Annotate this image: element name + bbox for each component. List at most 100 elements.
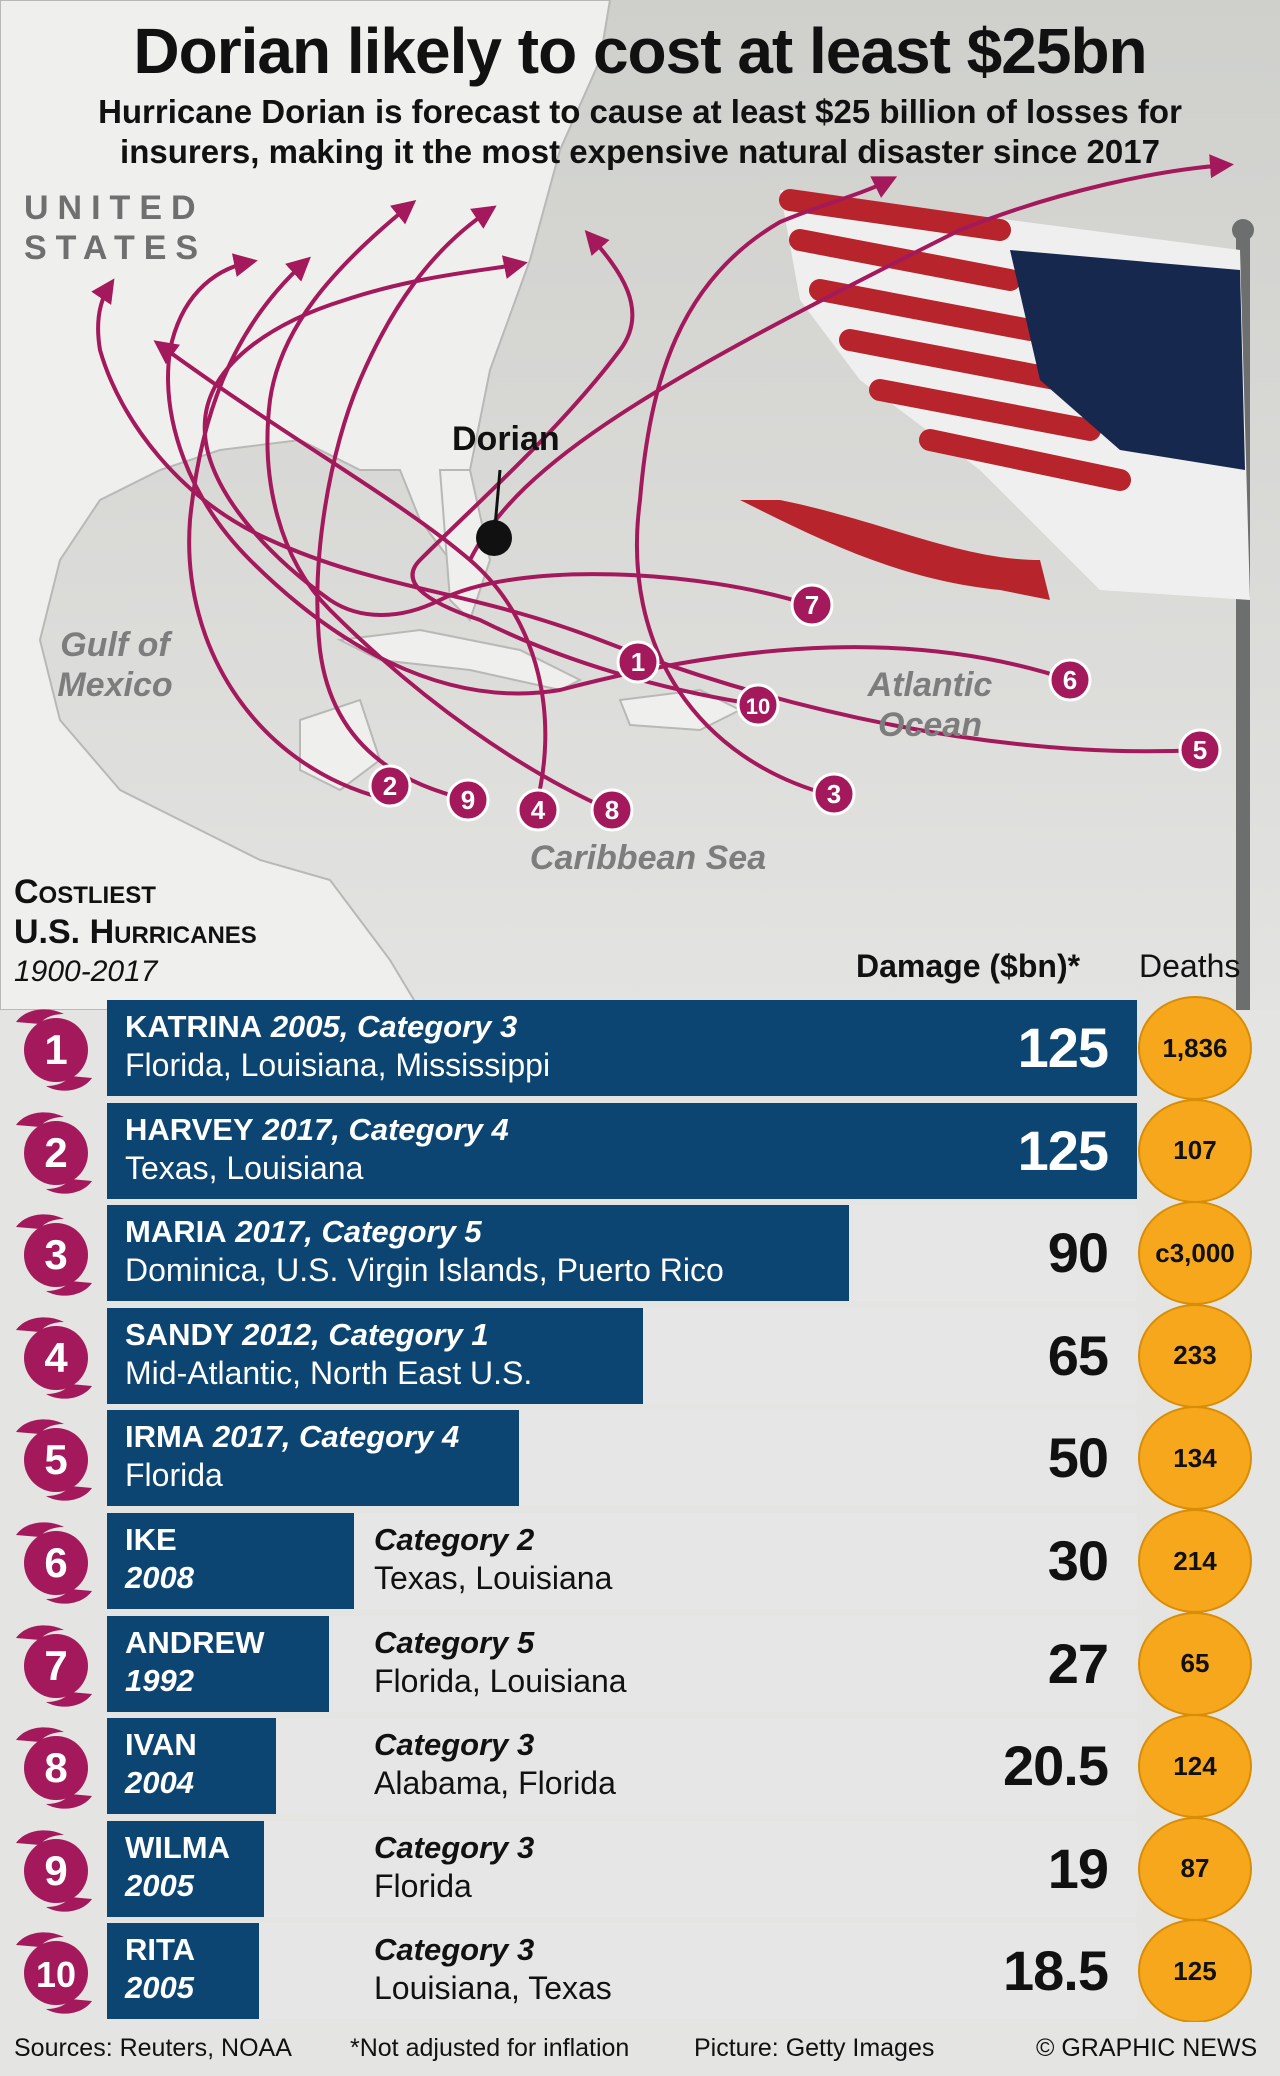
footer-copyright: © GRAPHIC NEWS [1036, 2034, 1258, 2062]
track-number-2: 2 [368, 764, 412, 808]
deaths-badge: 65 [1138, 1611, 1252, 1716]
hurricane-category: Category 4 [299, 1419, 460, 1455]
hurricane-row: 3 Maria 2017, Category 5 Dominica, U.S. Vi… [0, 1201, 1280, 1307]
hurricane-category: Category 5 [321, 1214, 482, 1250]
hurricane-row: 6 Ike 2008 Category 2 Texas, Louisiana 30 214 [0, 1509, 1280, 1615]
hurricane-name: Irma [125, 1419, 205, 1455]
hurricane-year: 2005 [270, 1009, 340, 1044]
map-label-caribbean-sea: Caribbean Sea [529, 839, 767, 877]
hurricane-title: Sandy 2012, Category 1 [125, 1316, 489, 1352]
hurricane-areas: Louisiana, Texas [374, 1970, 612, 2007]
section-title-line-2: U.S. Hurricanes [14, 913, 257, 951]
rank-hurricane-icon: 4 [16, 1317, 92, 1399]
hurricane-category: Category 3 [374, 1829, 535, 1865]
rank-hurricane-icon: 10 [16, 1932, 92, 2015]
hurricane-name: Ike [125, 1522, 177, 1557]
hurricane-areas: Texas, Louisiana [374, 1560, 613, 1596]
rank-hurricane-icon: 5 [16, 1419, 92, 1502]
damage-value-label: 125 [1017, 1016, 1109, 1079]
damage-value-label: 90 [1047, 1221, 1109, 1285]
deaths-value: 107 [1173, 1135, 1217, 1166]
track-number-4: 4 [516, 788, 560, 832]
damage-bar-track [107, 1820, 1137, 1917]
hurricane-year: 2017 [262, 1111, 332, 1147]
hurricane-row: 9 Wilma 2005 Category 3 Florida 19 87 [0, 1816, 1280, 1923]
track-number-label: 7 [805, 590, 819, 620]
damage-bar-track [107, 1307, 1137, 1404]
damage-bar-track [107, 1615, 1137, 1712]
chart-subtitle: Hurricane Dorian is forecast to cause at… [30, 92, 1250, 172]
damage-bar-track [107, 1923, 1137, 2020]
hurricane-areas: Florida, Louisiana [374, 1662, 627, 1699]
track-number-label: 1 [631, 647, 645, 677]
land-cuba [336, 628, 583, 692]
track-number-label: 10 [746, 694, 770, 719]
hurricane-name: Wilma [125, 1829, 231, 1865]
rank-number: 2 [44, 1129, 67, 1176]
hurricane-areas: Dominica, U.S. Virgin Islands, Puerto Ri… [125, 1252, 724, 1289]
hurricane-year: 2004 [125, 1765, 194, 1801]
track-number-label: 2 [383, 771, 397, 801]
damage-bar [107, 1820, 264, 1917]
hurricane-name: Ivan [125, 1727, 197, 1763]
damage-value-label: 19 [1047, 1836, 1109, 1900]
damage-bar-track [107, 1000, 1137, 1096]
hurricane-year: 2017 [212, 1419, 282, 1455]
deaths-value: 65 [1180, 1648, 1210, 1679]
hurricane-year: 2008 [125, 1560, 194, 1595]
map-label-united: UNITED [24, 189, 205, 227]
track-number-1: 1 [616, 640, 660, 684]
deaths-badge: 125 [1138, 1919, 1252, 2024]
deaths-badge: 233 [1138, 1303, 1252, 1408]
hurricane-category: Category 2 [374, 1522, 535, 1557]
track-number-7: 7 [790, 583, 834, 627]
section-title: Costliest U.S. Hurricanes [14, 872, 257, 952]
rank-number: 10 [36, 1954, 76, 1995]
hurricane-name: Rita [125, 1932, 196, 1968]
damage-bar [107, 1410, 519, 1507]
rank-number: 8 [44, 1744, 67, 1791]
rank-number: 9 [44, 1847, 67, 1894]
deaths-value: 233 [1173, 1340, 1217, 1371]
damage-bar [107, 1000, 1137, 1096]
damage-value-label: 125 [1017, 1118, 1109, 1182]
damage-bar [107, 1923, 259, 2020]
deaths-badge: 134 [1138, 1406, 1252, 1511]
damage-value-label: 50 [1047, 1426, 1109, 1490]
chart-title: Dorian likely to cost at least $25bn [133, 15, 1147, 87]
deaths-badge: 124 [1138, 1714, 1252, 1819]
map-label-united-states: UNITED STATES [24, 188, 207, 268]
track-number-5: 5 [1178, 728, 1222, 772]
hurricane-name: Andrew [125, 1624, 265, 1660]
hurricane-category: Category 3 [357, 1009, 518, 1044]
map-label-mexico: Mexico [57, 666, 173, 704]
section-title-line-1: Costliest [14, 873, 156, 911]
hurricane-name: Maria [125, 1214, 227, 1250]
deaths-column-header: Deaths [1139, 948, 1241, 984]
hurricane-year: 2012 [242, 1316, 312, 1352]
track-number-label: 6 [1063, 665, 1077, 695]
track-number-8: 8 [590, 788, 634, 832]
damage-value-label: 30 [1047, 1529, 1109, 1592]
rank-hurricane-icon: 9 [16, 1830, 92, 1912]
rank-hurricane-icon: 2 [16, 1111, 92, 1194]
map-label-dorian: Dorian [452, 420, 560, 458]
rank-number: 3 [44, 1231, 67, 1278]
hurricane-category: Category 4 [348, 1111, 509, 1147]
damage-bar [107, 1615, 329, 1712]
footer: Sources: Reuters, NOAA *Not adjusted for… [0, 2022, 1280, 2076]
map-label-ocean: Ocean [878, 706, 982, 744]
subtitle-line-2: insurers, making it the most expensive n… [120, 133, 1160, 170]
hurricane-row: 1 Katrina 2005, Category 3 Florida, Louisi… [0, 996, 1280, 1102]
hurricane-category: Category 5 [374, 1624, 535, 1660]
track-number-10: 10 [736, 683, 780, 727]
rank-number: 6 [44, 1539, 67, 1586]
damage-bar [107, 1718, 276, 1815]
hurricane-title: Maria 2017, Category 5 [125, 1214, 482, 1250]
rank-hurricane-icon: 3 [16, 1214, 92, 1296]
hurricane-name: Katrina [125, 1009, 263, 1044]
damage-bar-track [107, 1410, 1137, 1507]
damage-bar-track [107, 1102, 1137, 1199]
deaths-value: 1,836 [1162, 1032, 1228, 1063]
track-number-label: 5 [1193, 735, 1207, 765]
